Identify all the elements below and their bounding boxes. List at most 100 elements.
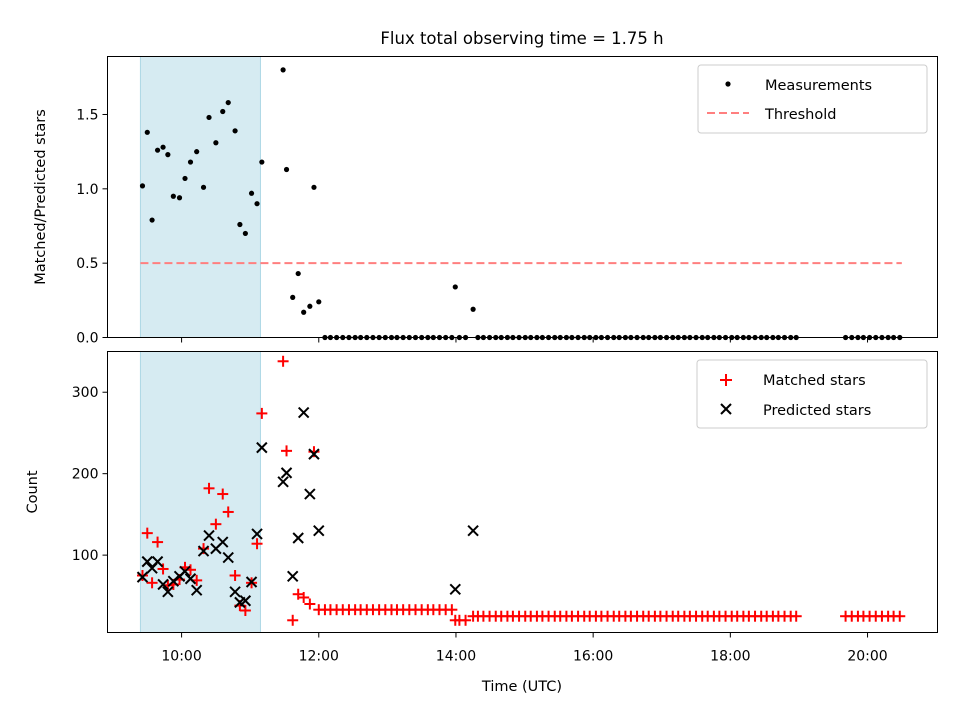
matched-star-point	[146, 577, 158, 589]
matched-star-point	[217, 488, 229, 500]
predicted-star-point	[190, 584, 203, 596]
ratio-y-label: Matched/Predicted stars	[33, 109, 49, 285]
observing-span-top	[139, 56, 261, 338]
count-ytick-label: 300	[72, 385, 99, 401]
count-plot-frame	[107, 351, 938, 633]
predicted-star-point	[229, 586, 241, 598]
measurement-point	[149, 217, 155, 223]
count-panel: 100 200 300 10:00 12:00 14:00 16:00 18:00 20:00…	[25, 351, 938, 695]
count-ytick-label: 200	[72, 467, 99, 483]
count-marks	[136, 355, 906, 626]
predicted-star-point	[136, 571, 149, 583]
measurement-point	[307, 303, 313, 309]
measurement-point	[237, 221, 243, 228]
count-ytick-label: 100	[72, 548, 99, 564]
legend-measurement-marker	[725, 81, 731, 87]
observing-span-bottom	[139, 351, 261, 633]
ratio-x-ticks	[181, 337, 869, 343]
measurement-point	[176, 195, 183, 201]
count-y-axis: 100 200 300	[72, 385, 108, 564]
measurement-point	[160, 144, 166, 150]
matched-star-point	[281, 445, 293, 457]
measurement-point	[182, 175, 188, 182]
legend-threshold-label: Threshold	[764, 107, 836, 123]
ratio-panel: 0.0 0.5 1.0 1.5 Matched/Predicted stars Mea…	[33, 56, 938, 347]
matched-star-point	[460, 614, 472, 626]
matched-star-point	[210, 518, 222, 530]
count-xtick-label: 12:00	[299, 649, 339, 665]
measurement-point	[187, 159, 194, 165]
legend-predicted-label: Predicted stars	[763, 403, 871, 419]
count-legend: Matched stars Predicted stars	[696, 359, 928, 429]
predicted-star-point	[222, 551, 234, 564]
measurement-point	[280, 67, 286, 73]
measurement-point	[139, 183, 146, 189]
matched-star-point	[203, 482, 215, 494]
matched-star-point	[277, 355, 289, 367]
measurement-point	[259, 159, 265, 165]
measurement-point	[194, 149, 200, 155]
measurement-point	[213, 140, 219, 146]
measurement-point	[165, 152, 171, 158]
predicted-star-point	[286, 570, 299, 583]
ratio-ytick-label: 0.0	[76, 331, 98, 347]
measurement-point	[316, 299, 322, 305]
measurement-point	[206, 114, 212, 121]
predicted-star-point	[467, 524, 479, 537]
matched-star-point	[251, 538, 263, 550]
measurement-point	[295, 270, 301, 277]
predicted-star-point	[203, 529, 215, 542]
matched-star-point	[894, 610, 906, 622]
predicted-star-point	[197, 545, 210, 557]
ratio-legend-box	[697, 64, 928, 134]
predicted-star-point	[184, 573, 197, 585]
ratio-ytick-label: 1.0	[76, 182, 98, 198]
count-xtick-label: 16:00	[573, 649, 613, 665]
ratio-ytick-label: 1.5	[76, 107, 98, 123]
chart-title: Flux total observing time = 1.75 h	[380, 29, 663, 48]
predicted-star-point	[308, 448, 320, 460]
measurement-point	[154, 147, 161, 153]
measurement-point	[220, 108, 226, 115]
measurement-point	[301, 309, 307, 315]
matched-star-point	[136, 569, 148, 581]
count-xtick-label: 10:00	[161, 649, 201, 665]
matched-star-point	[157, 563, 169, 575]
matched-star-point	[152, 536, 164, 548]
measurement-point	[232, 128, 238, 134]
count-x-label: Time (UTC)	[481, 679, 562, 695]
predicted-star-point	[239, 595, 252, 607]
count-legend-box	[696, 359, 928, 429]
count-xtick-label: 20:00	[847, 649, 887, 665]
count-y-label: Count	[25, 470, 41, 513]
measurement-point	[290, 294, 296, 300]
matched-star-point	[141, 527, 153, 539]
predicted-star-point	[217, 536, 229, 548]
measurement-point	[452, 284, 458, 290]
measurement-point	[242, 230, 248, 237]
predicted-star-point	[251, 528, 263, 540]
measurement-point	[200, 184, 207, 190]
count-xtick-label: 14:00	[436, 649, 476, 665]
predicted-star-point	[280, 467, 293, 479]
ratio-plot-frame	[107, 56, 938, 338]
predicted-star-point	[313, 524, 325, 537]
matched-star-point	[287, 614, 299, 626]
predicted-star-point	[162, 586, 174, 598]
ratio-ytick-label: 0.5	[76, 256, 98, 272]
measurement-point	[311, 184, 317, 190]
matched-star-point	[446, 604, 458, 616]
predicted-star-point	[245, 576, 258, 588]
measurement-point	[144, 129, 150, 135]
predicted-star-point	[151, 555, 164, 568]
measurement-point	[248, 190, 255, 196]
predicted-star-point	[292, 532, 304, 544]
measurement-point	[283, 166, 290, 173]
measurement-point	[254, 201, 260, 207]
count-x-axis: 10:00 12:00 14:00 16:00 18:00 20:00	[161, 632, 888, 665]
matched-star-point	[304, 598, 316, 610]
predicted-star-point	[304, 488, 316, 500]
legend-predicted-marker	[720, 403, 732, 415]
measurement-point	[470, 306, 476, 312]
